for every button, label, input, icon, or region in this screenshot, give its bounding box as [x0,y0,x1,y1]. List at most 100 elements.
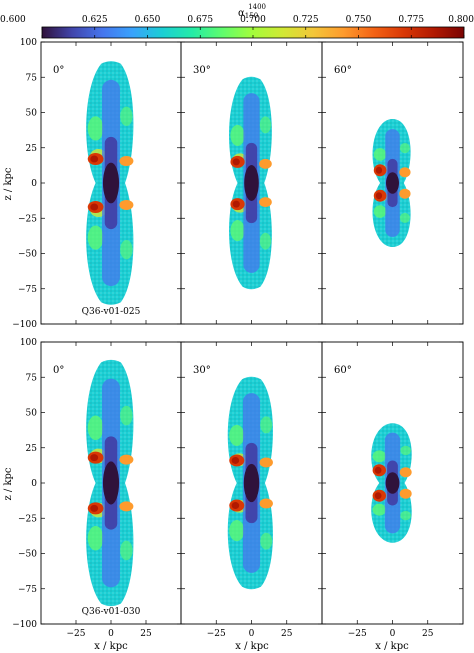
y-tick-label: 25 [26,444,38,454]
angle-label: 0° [53,365,64,376]
hotspot-core [90,504,99,512]
y-tick-label: 75 [26,373,38,383]
hotspot-secondary [399,188,411,199]
colorbar-tick-label: 0.625 [82,15,108,25]
patch-green [87,225,104,250]
hotspot-secondary [399,467,412,478]
y-tick-label: −100 [12,620,37,630]
colorbar-tick-label: 0.775 [398,15,424,25]
patch-green [399,212,410,223]
patch-green [373,205,387,218]
panel-r2-c2: −25 0 25 30° [180,341,323,639]
y-tick-label: 50 [26,409,38,419]
patch-green [400,445,411,456]
hotspot-core [232,200,240,208]
angle-label: 60° [334,365,352,376]
y-tick-label: 0 [31,479,37,489]
colorbar: 0.600 0.625 0.650 0.675 0.700 0.725 0.750 0.775… [0,3,474,39]
x-tick-label: −25 [67,629,86,639]
hotspot-core [90,155,99,163]
core [386,172,399,194]
patch-green [400,510,411,521]
patch-green [372,503,387,516]
hotspot-secondary [399,488,412,499]
y-tick-label: −50 [18,250,37,260]
colorbar-tick-label: 0.725 [293,15,319,25]
colorbar-ticks: 0.600 0.625 0.650 0.675 0.700 0.725 0.750 0.775… [0,15,474,38]
patch-green [372,450,387,463]
patch-green [230,220,245,242]
hotspot-secondary [259,158,272,169]
patch-green [229,520,245,542]
colorbar-tick-label: 0.800 [448,15,474,25]
patch-green [120,540,133,561]
hotspot-secondary [399,167,411,178]
x-tick-label: 0 [108,629,114,639]
hotspot-core [375,192,383,200]
y-tick-label: −25 [18,514,37,524]
angle-label: 30° [193,365,211,376]
hotspot-secondary [119,156,134,167]
patch-green [399,143,410,154]
x-tick-label: 0 [249,629,255,639]
angle-label: 60° [334,65,352,76]
y-axis-label-top: z / kpc [3,167,14,200]
angle-label: 0° [53,65,64,76]
colorbar-tick-label: 0.600 [0,15,26,25]
colorbar-label: α1501400 [238,3,266,20]
hotspot-secondary [119,199,134,210]
y-axis-label-bottom: z / kpc [3,467,14,500]
y-tick-label: 25 [26,144,38,154]
x-tick-label: −25 [207,629,226,639]
patch-green [120,106,133,127]
x-tick-label: 25 [422,629,434,639]
y-tick-label: 100 [20,38,37,48]
panel-r1-c2: 30° [180,41,323,325]
patch-green [87,415,104,441]
hotspot-core [231,456,240,464]
core [243,463,260,503]
panel-r1-c1: 100 75 50 25 0 −25 −50 −75 −100 0° Q36-v01-025 [12,38,182,330]
x-tick-label: 25 [140,629,152,639]
hotspot-core [231,502,240,510]
patch-green [229,424,245,446]
y-tick-label: −100 [12,320,37,330]
hotspot-core [90,454,99,462]
panel-r2-c3: −25 0 25 60° [321,341,464,639]
hotspot-secondary [119,501,134,512]
hotspot-core [375,166,383,174]
angle-label: 30° [193,65,211,76]
x-axis-label-3: x / kpc [375,641,409,652]
patch-green [259,116,272,134]
y-tick-label: −75 [18,585,37,595]
panel-grid: 100 75 50 25 0 −25 −50 −75 −100 0° Q36-v01-025 30° 6… [12,38,464,639]
y-tick-label: −50 [18,550,37,560]
y-tick-label: 100 [20,338,37,348]
x-tick-label: 25 [281,629,293,639]
patch-green [259,232,272,250]
core [385,472,400,494]
hotspot-secondary [259,197,272,208]
hotspot-secondary [259,498,273,509]
patch-green [260,416,273,434]
panel-r1-c3: 60° [321,41,464,325]
panel-r2-c1: −25 0 25 100 75 50 25 0 −25 −50 −75 −100 0° Q36-v01-0… [12,338,182,639]
patch-green [260,532,273,550]
colorbar-tick-label: 0.650 [135,15,161,25]
patch-green [120,239,133,260]
hotspot-core [90,203,99,211]
patch-green [373,148,387,161]
simulation-label: Q36-v01-030 [82,607,141,617]
core [102,461,120,505]
core [102,162,120,204]
x-axis-label-2: x / kpc [235,641,269,652]
hotspot-core [374,466,382,474]
y-tick-label: 75 [26,73,38,83]
patch-green [87,525,104,551]
hotspot-core [232,158,240,166]
x-axis-label-1: x / kpc [94,641,128,652]
core [244,165,259,201]
hotspot-secondary [119,454,134,465]
patch-green [87,116,104,141]
